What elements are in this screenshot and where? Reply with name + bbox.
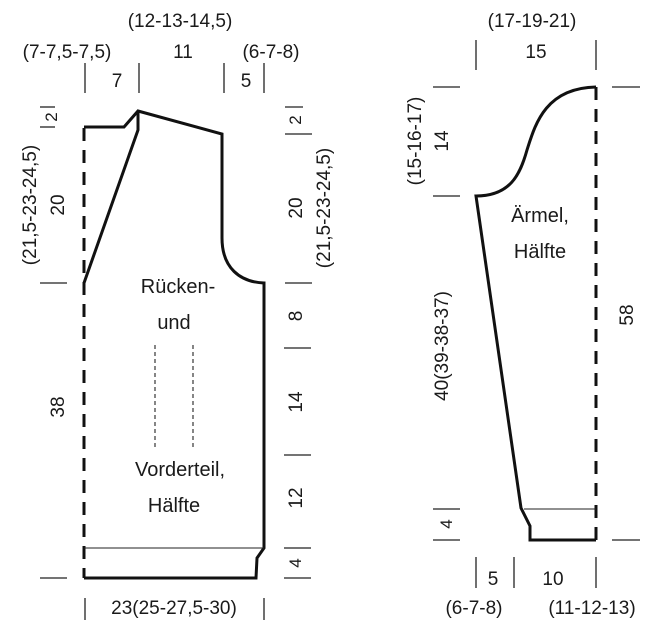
- armhole-height-right-sizes-label: (21,5-23-24,5): [314, 148, 335, 268]
- sleeve-cap-height-label: 14: [432, 130, 453, 152]
- shoulder-left-label: (7-7,5-7,5): [23, 42, 112, 63]
- border-label: 4: [286, 558, 305, 567]
- armhole-height-right-label: 20: [286, 197, 307, 218]
- sleeve-cuff-left-label: 5: [488, 569, 499, 590]
- sleeve-total-length-label: 58: [617, 304, 638, 325]
- sleeve-cuff-right-label: 10: [542, 569, 563, 590]
- body-name-line-4: Hälfte: [148, 495, 200, 517]
- side-height-label: 38: [48, 396, 69, 417]
- armhole-height-left-sizes-label: (21,5-23-24,5): [20, 145, 41, 265]
- shoulder-right-base-label: 5: [241, 71, 252, 92]
- sleeve-cuff-right-sizes-label: (11-12-13): [548, 598, 635, 619]
- sleeve-name-line-2: Hälfte: [514, 241, 566, 263]
- width-bottom-label: 23(25-27,5-30): [111, 598, 237, 619]
- top-width-total-label: (12-13-14,5): [128, 11, 233, 32]
- sleeve-border-label: 4: [437, 519, 456, 528]
- sleeve-piece: (17-19-21) 15 (15-16-17) 14 40(39-38-37)…: [405, 11, 640, 619]
- sleeve-top-width-label: 15: [525, 42, 546, 63]
- body-neckline: [82, 111, 140, 284]
- top-edge-left-label: 2: [42, 112, 61, 121]
- body-piece: (12-13-14,5) 11 (7-7,5-7,5) 7 (6-7-8) 5 …: [20, 11, 335, 620]
- sleeve-length-label: 40(39-38-37): [432, 291, 453, 401]
- body-name-line-2: und: [157, 312, 190, 334]
- seg-middle-label: 14: [286, 391, 307, 413]
- shoulder-right-label: (6-7-8): [242, 42, 299, 63]
- body-name-line-3: Vorderteil,: [135, 459, 225, 481]
- top-width-total-base-label: 11: [173, 42, 193, 63]
- sleeve-cap-height-sizes-label: (15-16-17): [405, 97, 426, 186]
- sleeve-outline: [474, 85, 597, 542]
- seg-lower-label: 12: [286, 487, 307, 508]
- sleeve-top-width-sizes-label: (17-19-21): [488, 11, 577, 32]
- body-name-line-1: Rücken-: [141, 276, 215, 298]
- body-outline: [84, 109, 266, 580]
- sleeve-name-line-1: Ärmel,: [511, 205, 569, 227]
- armhole-height-left-label: 20: [48, 194, 69, 215]
- shoulder-left-base-label: 7: [112, 71, 123, 92]
- sleeve-cuff-left-sizes-label: (6-7-8): [445, 598, 502, 619]
- seg-upper-label: 8: [286, 311, 307, 322]
- top-edge-right-label: 2: [286, 115, 305, 124]
